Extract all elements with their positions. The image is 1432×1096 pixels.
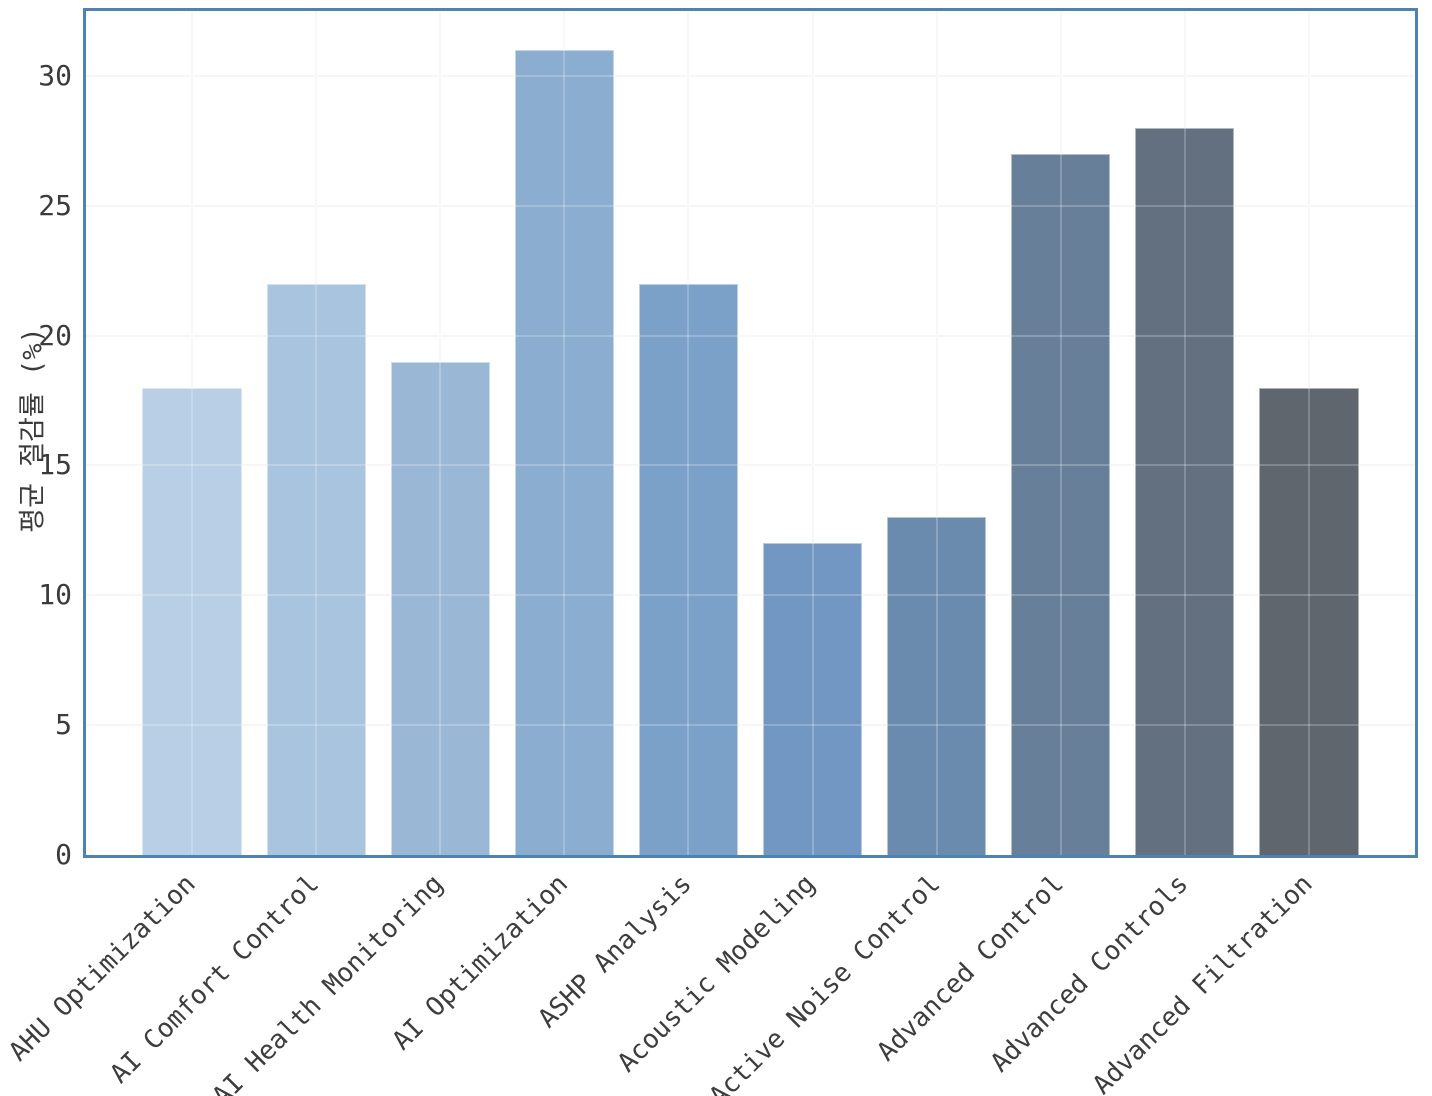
x-tick-label: AI Health Monitoring	[206, 869, 450, 1096]
y-tick-label: 5	[55, 708, 72, 742]
y-axis-label: 평균 절감률 (%)	[17, 327, 49, 533]
gridline-horizontal-overlay	[86, 74, 1415, 77]
gridline-horizontal	[86, 74, 1415, 77]
x-tick-label: AI Comfort Control	[104, 869, 326, 1090]
bar	[887, 517, 987, 855]
bar	[390, 361, 490, 855]
bar	[514, 49, 614, 855]
plot-area	[83, 8, 1418, 858]
bar	[1135, 127, 1235, 855]
x-tick-label: Active Noise Control	[703, 869, 946, 1096]
bar	[142, 387, 242, 855]
y-tick-label: 15	[38, 448, 72, 482]
x-tick-label: Advanced Filtration	[1086, 869, 1319, 1096]
y-tick-label: 20	[38, 318, 72, 352]
y-tick-label: 10	[38, 578, 72, 612]
y-tick-label: 30	[38, 58, 72, 92]
bar	[762, 543, 863, 855]
y-tick-label: 0	[55, 838, 72, 871]
y-tick-label: 25	[38, 188, 72, 222]
bar	[266, 283, 366, 855]
bar	[638, 283, 739, 855]
bar	[1259, 387, 1359, 855]
bar	[1011, 153, 1111, 855]
